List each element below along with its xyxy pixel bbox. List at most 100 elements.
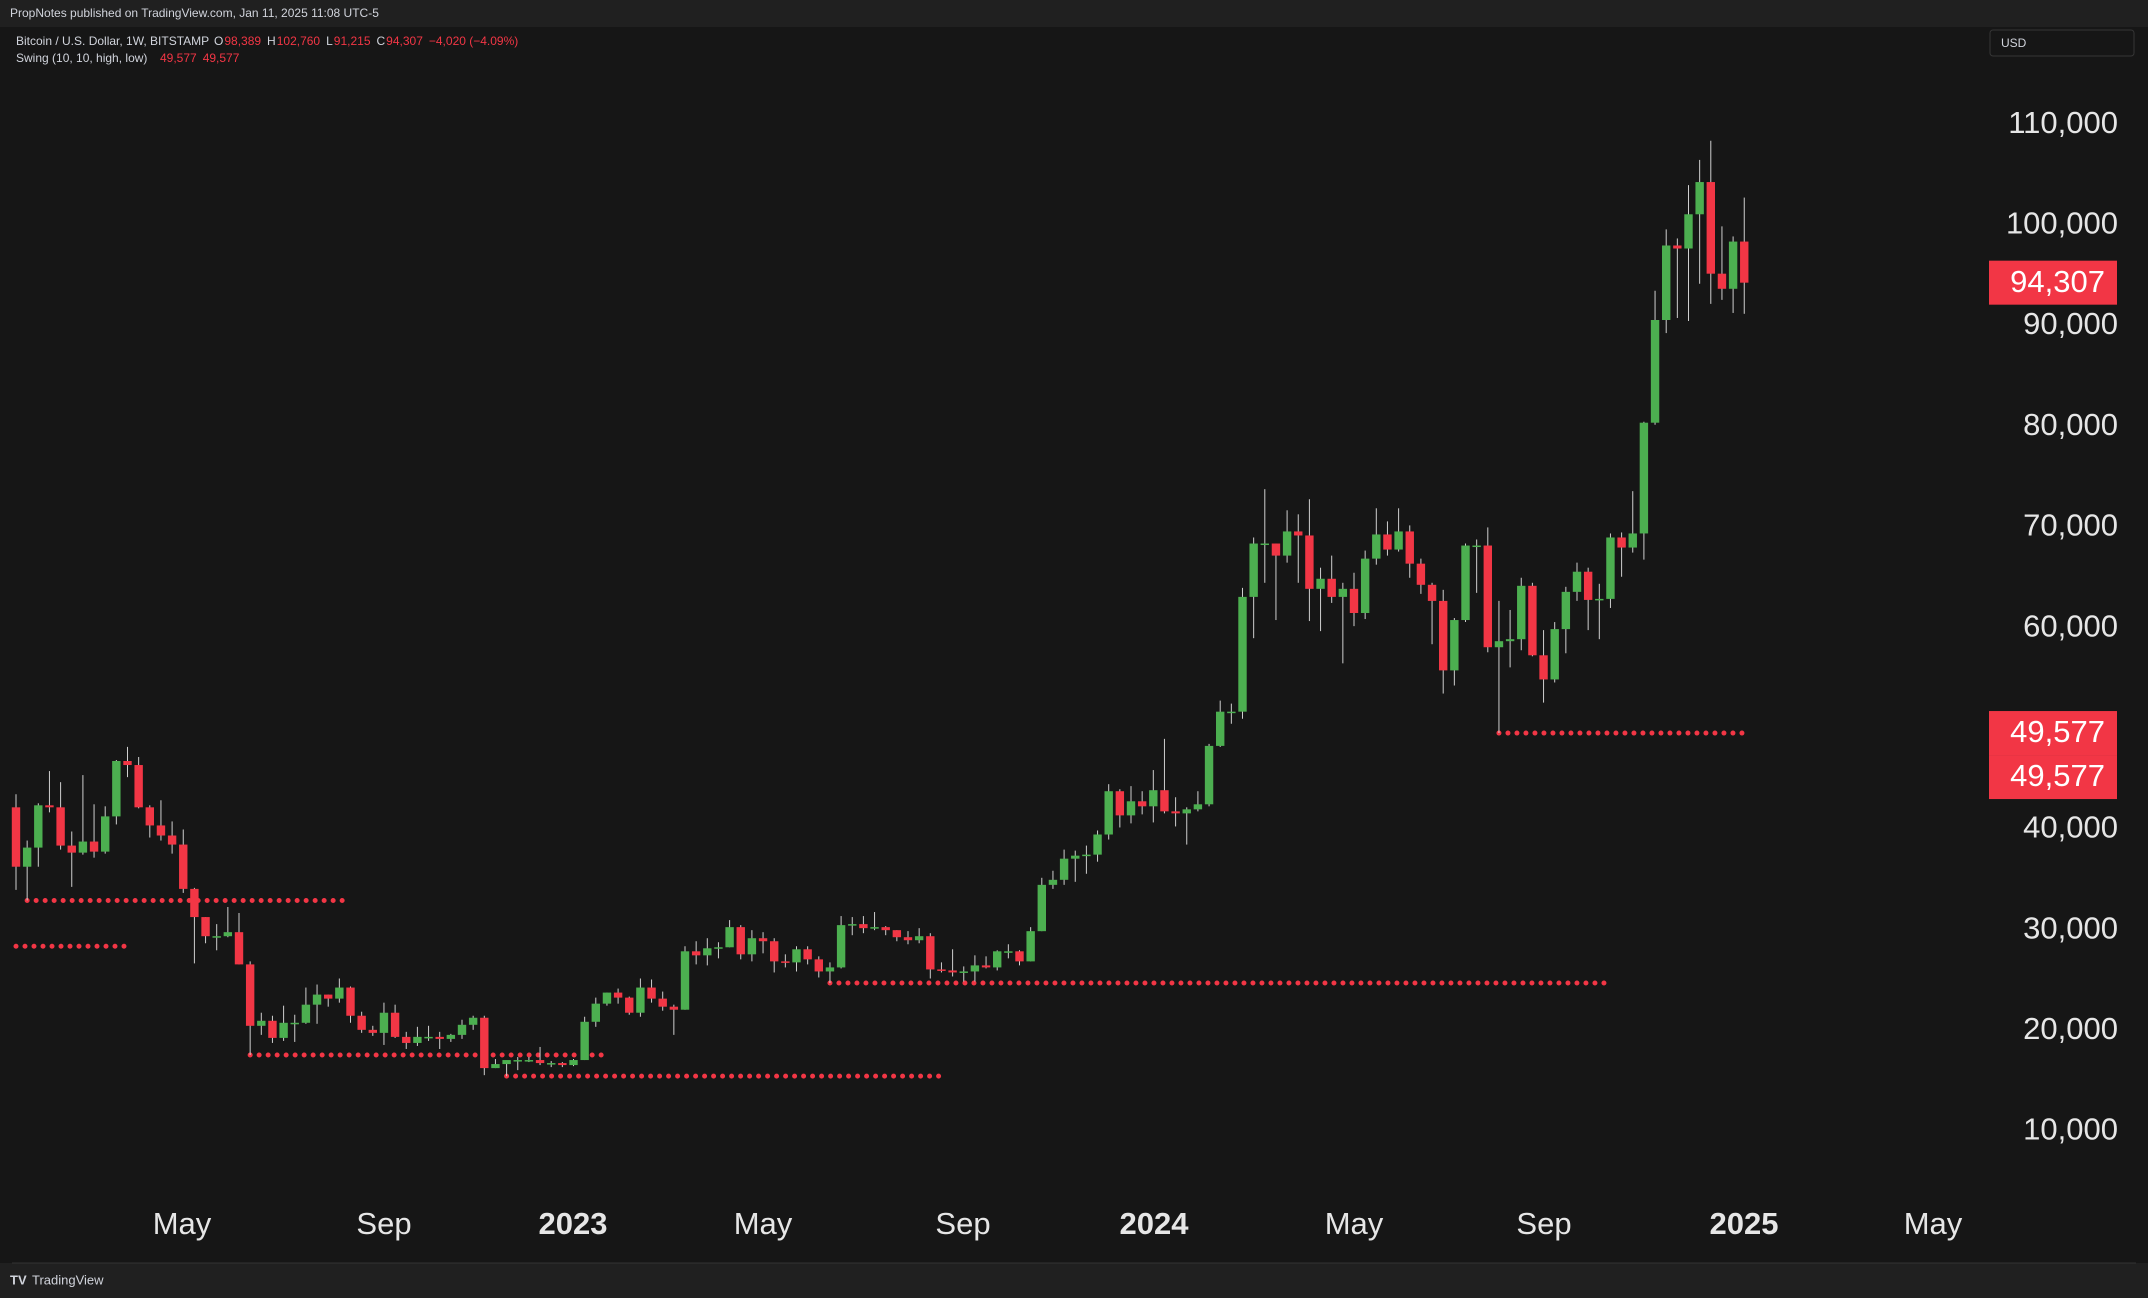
candle-body (1327, 578, 1336, 597)
candle-body (34, 805, 43, 848)
x-tick-label: 2024 (1120, 1206, 1190, 1241)
candle-body (814, 959, 823, 972)
ohlc-value: 102,760 (277, 34, 321, 48)
candle-body (1182, 809, 1191, 814)
x-tick-label: Sep (1516, 1206, 1571, 1241)
candle-body (903, 937, 913, 941)
candle-body (179, 844, 188, 889)
candle-body (714, 947, 723, 949)
candle-body (134, 765, 143, 808)
candle-body (1204, 745, 1214, 805)
candle-body (457, 1024, 467, 1035)
ohlc-value: 94,307 (386, 34, 423, 48)
candle-body (558, 1063, 567, 1066)
candle-body (970, 965, 980, 972)
swing-tag: 49,577 (2010, 758, 2105, 793)
candle-body (535, 1060, 545, 1064)
ohlc-key: C (377, 34, 386, 48)
candle-body (480, 1017, 489, 1069)
candle-body (1439, 600, 1448, 671)
candle-body (190, 888, 199, 918)
candle-body (11, 807, 21, 867)
brand: TradingView (32, 1272, 104, 1287)
candle-body (201, 917, 210, 937)
candle-body (602, 992, 612, 1004)
currency-box[interactable] (1989, 29, 2135, 57)
candle-body (324, 994, 333, 999)
candle-body (123, 761, 132, 766)
ohlc-key: L (326, 34, 333, 48)
candle-body (1461, 545, 1470, 621)
publisher: PropNotes published on TradingView.com, … (10, 6, 379, 20)
candle-body (1405, 531, 1414, 564)
candle-body (725, 927, 734, 948)
candle-body (859, 924, 868, 929)
candle-body (1160, 790, 1169, 812)
candle-body (993, 951, 1002, 968)
candle-body (580, 1021, 589, 1061)
candle-body (379, 1012, 389, 1033)
candle-body (346, 987, 355, 1016)
candle-body (1662, 245, 1671, 320)
candle-body (981, 965, 991, 968)
candle-body (1383, 534, 1392, 550)
candle-body (402, 1036, 411, 1043)
last-price-tag-box (1989, 260, 2117, 305)
x-tick-label: Sep (356, 1206, 411, 1241)
y-tick-label: 70,000 (2023, 508, 2118, 543)
candle-body (1137, 801, 1147, 807)
candle-body (1494, 641, 1504, 648)
candle-body (948, 970, 957, 973)
x-tick-label: Sep (935, 1206, 990, 1241)
candle-body (1037, 884, 1046, 932)
candle-body (513, 1060, 522, 1062)
plot (11, 140, 1749, 1079)
candle-body (1171, 811, 1180, 814)
swing-tag-box (1989, 711, 2117, 756)
swing-tag-box (1989, 755, 2117, 800)
candle-body (524, 1060, 534, 1062)
candle-body (1728, 241, 1738, 289)
x-tick-label: May (1325, 1206, 1384, 1241)
bottom-bar (0, 1263, 2148, 1298)
candle-body (78, 841, 88, 853)
candle-body (1539, 655, 1548, 680)
y-tick-label: 20,000 (2023, 1011, 2118, 1046)
candle-body (312, 994, 322, 1005)
candle-body (301, 1004, 311, 1023)
x-tick-label: May (734, 1206, 793, 1241)
candle-body (914, 936, 924, 941)
candle-body (870, 927, 879, 929)
candle-body (636, 987, 645, 1013)
y-tick-label: 110,000 (2008, 105, 2118, 140)
candle-body (1082, 854, 1091, 857)
candle-body (1115, 791, 1125, 816)
candle-body (1126, 801, 1136, 816)
candle-body (1517, 585, 1526, 640)
candle-body (1673, 245, 1682, 249)
x-tick-label: May (153, 1206, 212, 1241)
candle-body (1561, 591, 1571, 630)
candle-body (1249, 543, 1258, 597)
candle-body (613, 992, 623, 998)
swing-tag: 49,577 (2010, 714, 2105, 749)
candle-body (926, 936, 935, 970)
candle-body (502, 1060, 511, 1065)
candle-body (591, 1003, 600, 1022)
currency[interactable]: USD (2001, 36, 2027, 50)
candle-body (212, 936, 221, 938)
candle-body (290, 1022, 299, 1025)
candle-body (770, 941, 779, 962)
candle-body (1338, 588, 1348, 597)
candle-body (1740, 241, 1749, 283)
candle-body (1550, 629, 1559, 680)
candle-body (491, 1064, 500, 1069)
candle-body (1427, 584, 1437, 601)
candle-body (1505, 639, 1515, 642)
candle-body (413, 1036, 422, 1043)
x-tick-label: 2025 (1710, 1206, 1779, 1241)
candle-body (1260, 543, 1269, 546)
candle-body (1271, 543, 1281, 556)
candle-body (1372, 534, 1381, 559)
candle-body (279, 1022, 288, 1038)
